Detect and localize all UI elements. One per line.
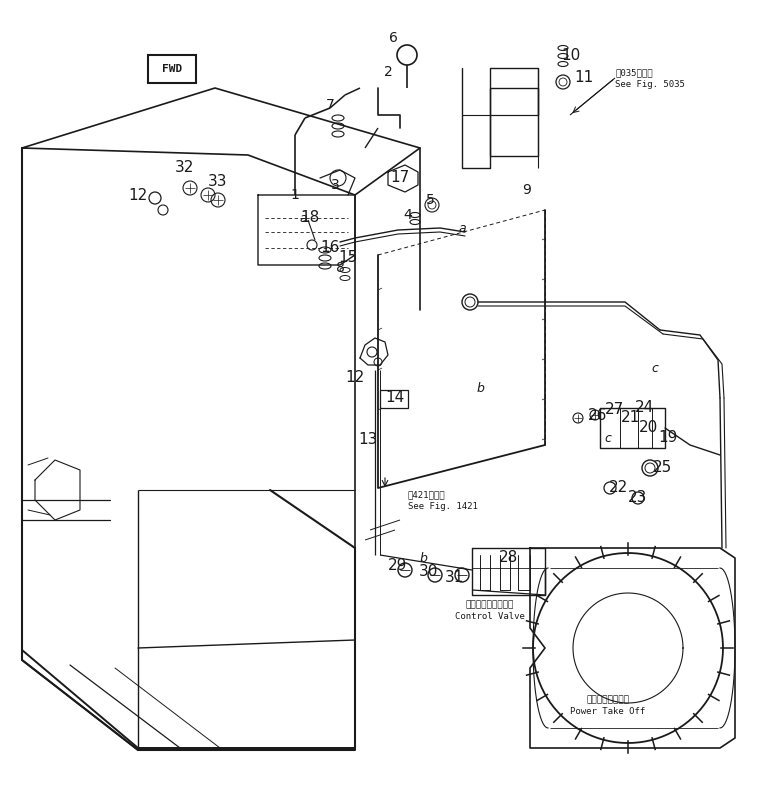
Text: 23: 23: [629, 490, 648, 506]
Text: c: c: [604, 431, 611, 445]
Text: 29: 29: [388, 558, 408, 573]
Text: コントロールバルブ
Control Valve: コントロールバルブ Control Valve: [455, 600, 525, 621]
Text: b: b: [419, 551, 427, 565]
Text: 13: 13: [358, 433, 377, 447]
Text: 20: 20: [639, 421, 658, 435]
Text: 3: 3: [331, 178, 339, 192]
Text: 17: 17: [391, 170, 410, 186]
Text: c: c: [652, 362, 659, 374]
Text: 30: 30: [418, 565, 438, 579]
Text: 15: 15: [339, 250, 357, 266]
Bar: [380, 390, 408, 408]
Text: パワーテークオフ
Power Take Off: パワーテークオフ Power Take Off: [570, 695, 646, 716]
Text: b: b: [476, 382, 484, 394]
Bar: [148, 55, 196, 83]
Text: 22: 22: [608, 481, 628, 495]
Text: 笡421図参照
See Fig. 1421: 笡421図参照 See Fig. 1421: [408, 490, 478, 511]
Text: 4: 4: [404, 208, 412, 222]
Text: 14: 14: [385, 390, 405, 406]
Text: 24: 24: [636, 401, 655, 415]
Text: 32: 32: [175, 161, 195, 175]
Text: 1: 1: [291, 188, 299, 202]
Text: a: a: [458, 222, 466, 234]
Text: FWD: FWD: [162, 64, 182, 74]
Text: 31: 31: [446, 570, 465, 586]
Text: 18: 18: [301, 210, 319, 226]
Text: 21: 21: [620, 410, 639, 426]
Text: a: a: [299, 211, 307, 225]
Text: 28: 28: [498, 550, 518, 566]
Text: 27: 27: [605, 402, 625, 418]
Text: 33: 33: [208, 174, 228, 190]
Text: 9: 9: [522, 183, 532, 197]
Text: 12: 12: [346, 370, 364, 386]
Text: 19: 19: [658, 430, 677, 446]
Text: 5: 5: [425, 193, 434, 207]
Bar: [490, 88, 538, 156]
Text: 26: 26: [588, 407, 608, 422]
Text: 16: 16: [320, 241, 339, 255]
Text: 10: 10: [561, 47, 580, 62]
Text: 8: 8: [336, 261, 344, 275]
Text: 7: 7: [326, 98, 334, 112]
Text: 12: 12: [129, 187, 147, 202]
Text: 11: 11: [574, 70, 594, 86]
Text: 2: 2: [384, 65, 392, 79]
Text: 6: 6: [388, 31, 398, 45]
Text: 笥035図参照
See Fig. 5035: 笥035図参照 See Fig. 5035: [615, 68, 685, 89]
Text: 25: 25: [653, 461, 673, 475]
